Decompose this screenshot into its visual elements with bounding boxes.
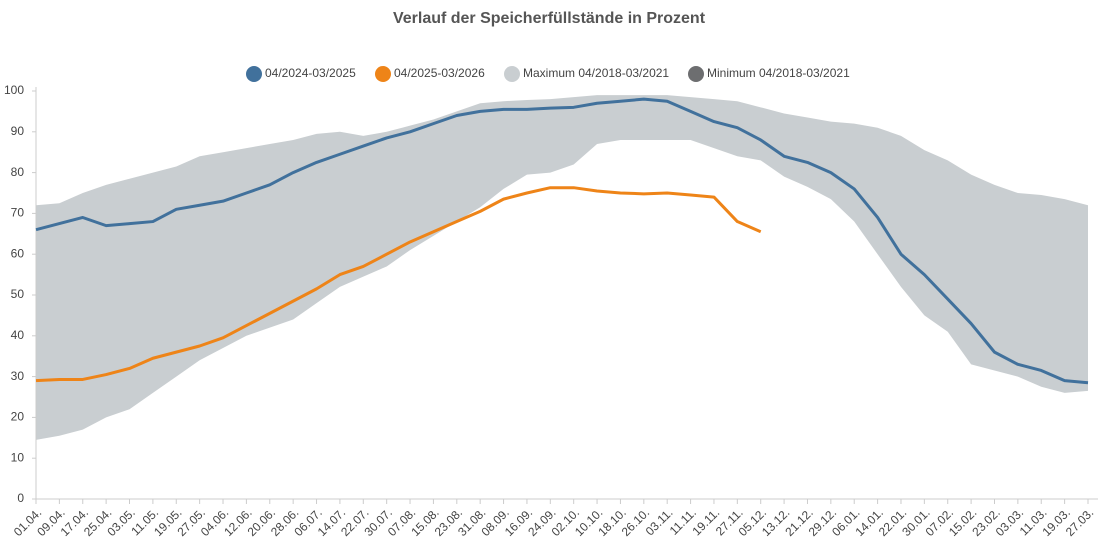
y-tick-label: 100 bbox=[4, 83, 24, 97]
y-tick-label: 90 bbox=[11, 124, 25, 138]
y-tick-label: 80 bbox=[11, 165, 25, 179]
chart-title: Verlauf der Speicherfüllstände in Prozen… bbox=[393, 10, 706, 27]
legend-label: 04/2024-03/2025 bbox=[265, 66, 356, 80]
series-line bbox=[35, 97, 1089, 385]
y-tick-label: 40 bbox=[11, 328, 25, 342]
legend-marker bbox=[246, 66, 262, 82]
y-tick-label: 10 bbox=[11, 450, 25, 464]
x-tick-label: 03.11. bbox=[643, 505, 676, 538]
y-tick-label: 50 bbox=[11, 287, 25, 301]
y-tick-label: 30 bbox=[11, 369, 25, 383]
y-tick-label: 70 bbox=[11, 206, 25, 220]
y-tick-label: 60 bbox=[11, 246, 25, 260]
legend-marker bbox=[504, 66, 520, 82]
legend-marker bbox=[688, 66, 704, 82]
y-tick-label: 20 bbox=[11, 410, 25, 424]
legend-label: Maximum 04/2018-03/2021 bbox=[523, 66, 669, 80]
y-tick-label: 0 bbox=[17, 491, 24, 505]
series-line bbox=[35, 186, 762, 383]
range-band bbox=[36, 95, 1088, 440]
legend-marker bbox=[375, 66, 391, 82]
legend-label: 04/2025-03/2026 bbox=[394, 66, 485, 80]
legend-label: Minimum 04/2018-03/2021 bbox=[707, 66, 850, 80]
